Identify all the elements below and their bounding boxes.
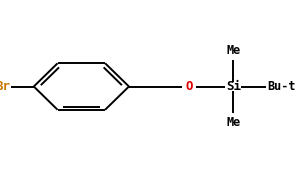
- Text: O: O: [185, 80, 192, 93]
- Text: Me: Me: [226, 116, 240, 129]
- Text: Br: Br: [0, 80, 10, 93]
- Text: Bu-t: Bu-t: [267, 80, 295, 93]
- Text: Si: Si: [226, 80, 241, 93]
- Text: Me: Me: [226, 44, 240, 57]
